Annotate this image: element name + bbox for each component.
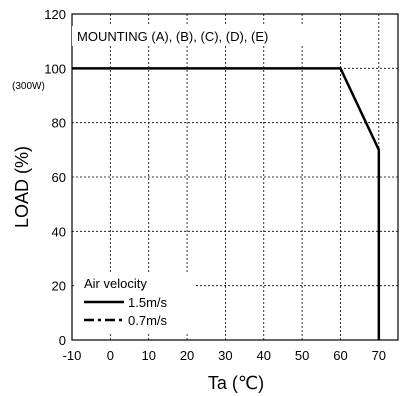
x-axis-title: Ta (℃): [208, 373, 264, 393]
x-tick-label: 10: [141, 348, 155, 363]
y-tick-note: (300W): [12, 81, 45, 92]
y-tick-label: 100: [44, 61, 66, 76]
x-tick-label: 70: [372, 348, 386, 363]
x-tick-label: 40: [257, 348, 271, 363]
y-tick-label: 0: [59, 333, 66, 348]
x-tick-label: 20: [180, 348, 194, 363]
y-tick-label: 120: [44, 7, 66, 22]
y-tick-label: 80: [52, 116, 66, 131]
legend-label-solid: 1.5m/s: [128, 295, 168, 310]
x-tick-label: 60: [333, 348, 347, 363]
x-tick-label: 50: [295, 348, 309, 363]
series-line: [72, 67, 381, 340]
annotation-background: [72, 26, 328, 46]
plot-border: [71, 13, 399, 341]
y-axis-title: LOAD (%): [12, 146, 32, 228]
legend: Air velocity 1.5m/s 0.7m/s: [74, 272, 196, 334]
x-tick-label: 0: [107, 348, 114, 363]
y-tick-label: 20: [52, 279, 66, 294]
mounting-annotation: MOUNTING (A), (B), (C), (D), (E): [77, 29, 268, 44]
series-layer: [72, 67, 381, 340]
plot-frame: [71, 13, 399, 341]
y-tick-label: 40: [52, 224, 66, 239]
legend-title: Air velocity: [84, 276, 147, 291]
legend-label-dashdot: 0.7m/s: [128, 313, 168, 328]
y-tick-label: 60: [52, 170, 66, 185]
x-tick-label: 30: [218, 348, 232, 363]
x-tick-label: -10: [63, 348, 82, 363]
